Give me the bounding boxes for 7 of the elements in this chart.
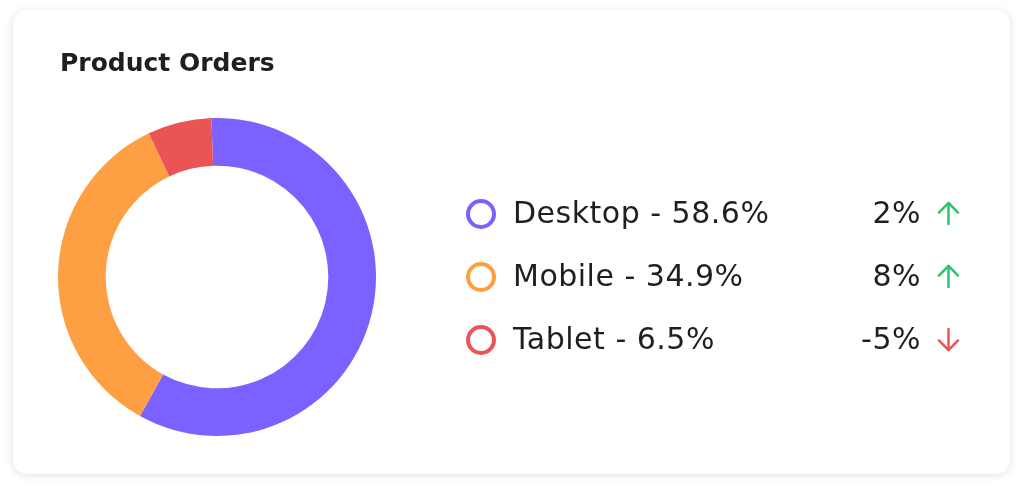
legend-label: Desktop - 58.6%	[512, 195, 771, 231]
text: 2%	[872, 195, 921, 231]
text: 8%	[872, 258, 921, 294]
legend-label: Tablet - 6.5%	[512, 321, 716, 357]
text: -5%	[861, 321, 921, 357]
legend-label: Mobile - 34.9%	[512, 258, 745, 294]
chart-title: Product Orders	[60, 48, 275, 78]
